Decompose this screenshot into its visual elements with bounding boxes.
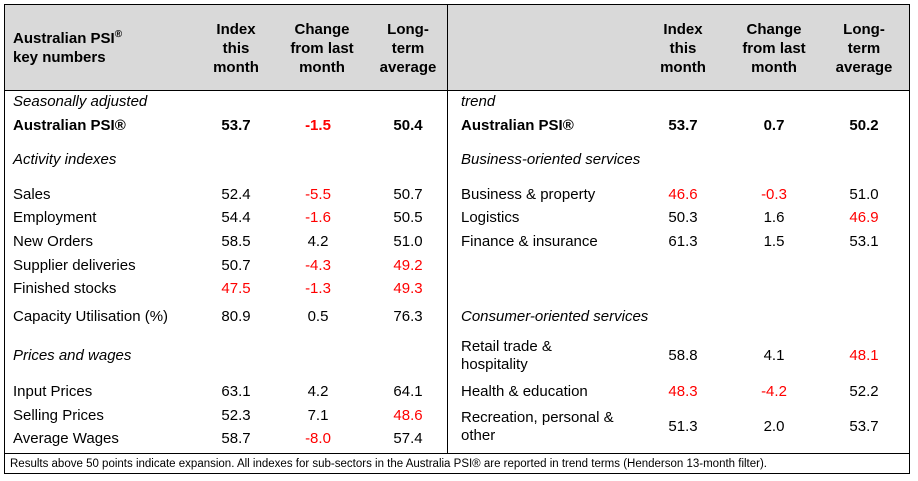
footer-divider [4,453,910,454]
row-change: -1.6 [305,209,331,226]
row-label: Employment [13,209,97,226]
row-index: 52.4 [221,186,251,203]
row-index: 46.6 [668,186,698,203]
row-label: Australian PSI® [13,117,126,134]
row-average: 50.5 [393,209,423,226]
row-change: -1.3 [305,280,331,297]
header-average: Long-term average [379,21,437,76]
table-header [5,5,909,91]
row-average: 64.1 [393,383,423,400]
row-label: Sales [13,186,51,203]
row-index: 50.3 [668,209,698,226]
row-average: 46.9 [849,209,879,226]
row-index: 53.7 [221,117,251,134]
header-change-right: Change from last month [742,21,806,76]
row-average: 76.3 [393,308,423,325]
row-index: 61.3 [668,233,698,250]
row-index: 48.3 [668,383,698,400]
section-activity: Activity indexes [13,151,117,168]
row-index: 80.9 [221,308,251,325]
section-seasonally-adjusted: Seasonally adjusted [13,93,148,110]
column-divider [447,4,448,454]
row-label: Supplier deliveries [13,257,136,274]
row-change: -0.3 [761,186,787,203]
row-index: 51.3 [668,418,698,435]
row-label: Retail trade & hospitality [461,338,552,373]
row-average: 53.1 [849,233,879,250]
row-average: 50.2 [849,117,879,134]
row-change: 0.5 [307,308,329,325]
row-label: New Orders [13,233,94,250]
row-change: -8.0 [305,430,331,447]
row-average: 51.0 [393,233,423,250]
row-change: -1.5 [305,117,331,134]
row-average: 50.4 [393,117,423,134]
row-label: Capacity Utilisation (%) [13,308,169,325]
row-average: 49.3 [393,280,423,297]
row-label: Input Prices [13,383,93,400]
row-index: 47.5 [221,280,251,297]
header-index: Index this month [213,21,259,76]
row-change: 4.2 [307,383,329,400]
row-label: Business & property [461,186,596,203]
table-title: Australian PSI® key numbers [13,29,123,67]
footnote: Results above 50 points indicate expansi… [10,458,768,470]
table-frame [4,4,910,474]
row-index: 58.7 [221,430,251,447]
row-label: Logistics [461,209,520,226]
row-average: 50.7 [393,186,423,203]
row-average: 48.1 [849,347,879,364]
row-change: -4.2 [761,383,787,400]
row-change: -5.5 [305,186,331,203]
row-index: 50.7 [221,257,251,274]
row-label: Finance & insurance [461,233,598,250]
row-change: 4.1 [763,347,785,364]
row-average: 53.7 [849,418,879,435]
row-average: 49.2 [393,257,423,274]
row-index: 63.1 [221,383,251,400]
row-index: 58.5 [221,233,251,250]
section-prices: Prices and wages [13,347,132,364]
header-change: Change from last month [290,21,354,76]
row-label: Recreation, personal & other [461,409,614,444]
row-change: 4.2 [307,233,329,250]
section-trend: trend [461,93,496,110]
row-change: 0.7 [763,117,785,134]
header-average-right: Long-term average [835,21,893,76]
row-index: 58.8 [668,347,698,364]
row-label: Finished stocks [13,280,117,297]
row-index: 54.4 [221,209,251,226]
row-label: Average Wages [13,430,119,447]
row-index: 53.7 [668,117,698,134]
row-index: 52.3 [221,407,251,424]
section-business: Business-oriented services [461,151,641,168]
row-change: 2.0 [763,418,785,435]
section-consumer: Consumer-oriented services [461,308,649,325]
header-index-right: Index this month [660,21,706,76]
row-average: 52.2 [849,383,879,400]
row-average: 48.6 [393,407,423,424]
row-label: Health & education [461,383,588,400]
row-change: 7.1 [307,407,329,424]
row-label: Selling Prices [13,407,104,424]
row-average: 51.0 [849,186,879,203]
row-average: 57.4 [393,430,423,447]
row-change: 1.5 [763,233,785,250]
row-change: 1.6 [763,209,785,226]
row-change: -4.3 [305,257,331,274]
row-label: Australian PSI® [461,117,574,134]
